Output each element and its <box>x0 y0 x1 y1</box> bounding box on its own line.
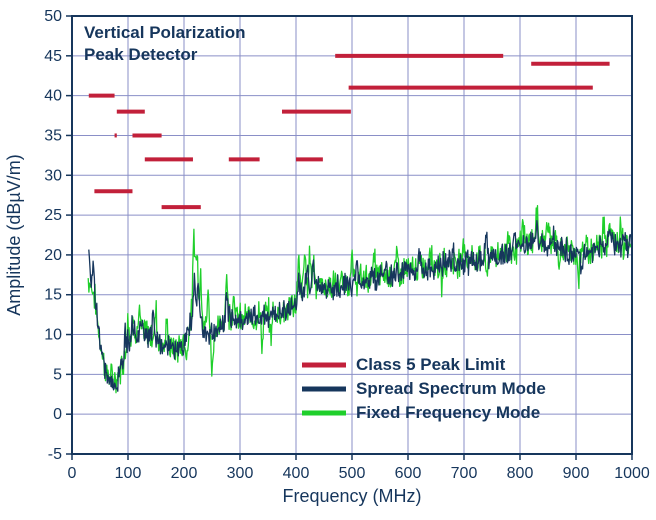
xtick-label: 700 <box>451 465 478 482</box>
xtick-label: 0 <box>68 465 77 482</box>
xtick-label: 400 <box>283 465 310 482</box>
ytick-label: -5 <box>48 446 62 463</box>
x-axis-label: Frequency (MHz) <box>282 486 421 506</box>
ytick-label: 10 <box>44 327 62 344</box>
ytick-label: 45 <box>44 48 62 65</box>
legend-label: Fixed Frequency Mode <box>356 403 540 422</box>
y-axis-label: Amplitude (dBµV/m) <box>4 154 24 315</box>
chart-annotation: Vertical Polarization <box>84 23 246 42</box>
legend-swatch <box>302 411 346 416</box>
ytick-label: 40 <box>44 88 62 105</box>
xtick-label: 300 <box>227 465 254 482</box>
legend-label: Class 5 Peak Limit <box>356 355 506 374</box>
legend-label: Spread Spectrum Mode <box>356 379 546 398</box>
xtick-label: 200 <box>171 465 198 482</box>
ytick-label: 50 <box>44 8 62 25</box>
xtick-label: 100 <box>115 465 142 482</box>
ytick-label: 30 <box>44 167 62 184</box>
legend-swatch <box>302 363 346 368</box>
xtick-label: 800 <box>507 465 534 482</box>
ytick-label: 35 <box>44 127 62 144</box>
xtick-label: 1000 <box>614 465 650 482</box>
ytick-label: 5 <box>53 366 62 383</box>
ytick-label: 0 <box>53 406 62 423</box>
xtick-label: 500 <box>339 465 366 482</box>
chart-annotation: Peak Detector <box>84 45 198 64</box>
ytick-label: 25 <box>44 207 62 224</box>
xtick-label: 900 <box>563 465 590 482</box>
ytick-label: 20 <box>44 247 62 264</box>
legend-swatch <box>302 387 346 392</box>
emi-spectrum-chart: 0 100 200 300 400 500 600 700 800 900 1000 -5 0 5 10 15… <box>0 0 656 520</box>
ytick-label: 15 <box>44 287 62 304</box>
xtick-label: 600 <box>395 465 422 482</box>
